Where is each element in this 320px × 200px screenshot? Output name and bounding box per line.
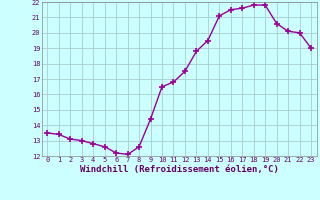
X-axis label: Windchill (Refroidissement éolien,°C): Windchill (Refroidissement éolien,°C)	[80, 165, 279, 174]
